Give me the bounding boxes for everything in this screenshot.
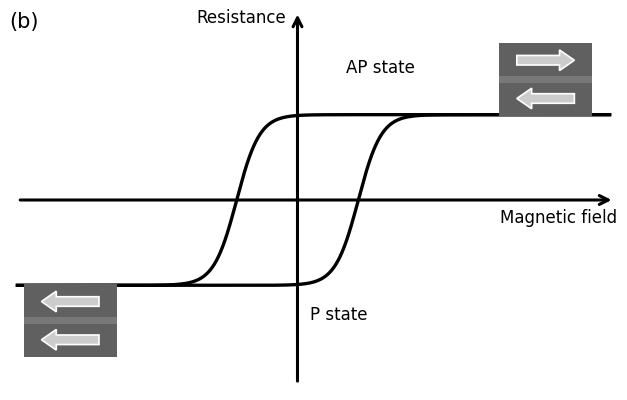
- FancyArrow shape: [517, 50, 574, 70]
- Bar: [24, 317, 117, 324]
- Bar: [24, 284, 117, 358]
- Bar: [499, 76, 592, 83]
- Text: Magnetic field: Magnetic field: [500, 209, 618, 227]
- Text: AP state: AP state: [345, 58, 414, 76]
- Text: (b): (b): [9, 12, 39, 32]
- FancyArrow shape: [517, 88, 574, 109]
- FancyArrow shape: [41, 291, 99, 312]
- Text: Resistance: Resistance: [196, 9, 287, 27]
- Text: P state: P state: [310, 306, 368, 324]
- Bar: [499, 42, 592, 116]
- FancyArrow shape: [41, 330, 99, 350]
